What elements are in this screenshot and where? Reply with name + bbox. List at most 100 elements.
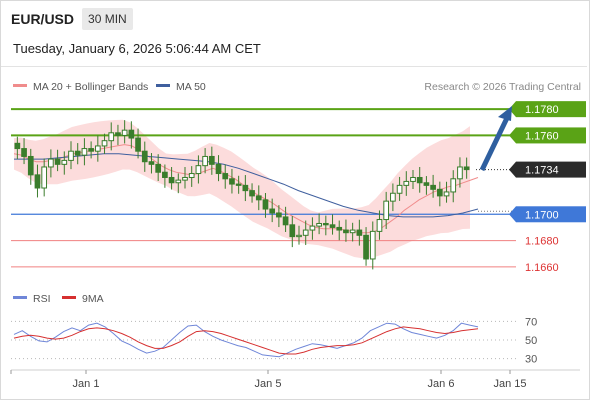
chart-header: EUR/USD 30 MIN [11,7,133,31]
copyright-label: Research © 2026 Trading Central [424,81,581,93]
candle-body [81,148,88,156]
candle-body [101,140,108,147]
candle-body [27,155,34,176]
candle-body [369,230,376,260]
x-axis-tick-label: Jan 6 [428,378,455,390]
candle-body [162,171,168,178]
target-level-label: 1.1660 [525,262,559,274]
candle-body [41,166,48,189]
candle-body [302,229,309,236]
candle-body [336,226,343,231]
candlesticks [14,120,470,270]
candle-body [188,173,195,178]
forecast-arrow-head [498,106,512,121]
candle-body [282,216,289,226]
candle-body [88,148,94,152]
x-axis-tick-label: Jan 15 [493,378,526,390]
candle-body [356,229,363,236]
ma50-legend-swatch [156,84,170,87]
last-price-pointer [509,161,516,178]
price-levels [11,108,516,268]
rsi-legend-swatch [13,296,27,299]
candle-body [108,132,115,142]
x-axis-tick-label: Jan 5 [255,378,282,390]
candle-body [255,195,262,201]
candle-body [363,234,369,260]
rsi-panel: 70 50 30 [11,316,537,366]
candle-body [121,129,128,136]
support-label-box [516,206,586,223]
candle-body [74,150,81,156]
candle-body [128,129,135,139]
candle-body [235,183,242,186]
rsi-tick-label: 50 [525,335,537,347]
resistance-label-box [516,101,586,118]
candle-body [155,163,162,173]
candle-body [329,224,336,228]
candle-body [262,199,269,210]
candle-body [115,132,121,136]
candle-body [168,176,175,184]
candle-body [443,191,450,197]
candle-body [396,184,403,194]
rsi-ma-legend-swatch [62,296,76,299]
ma50-legend-label: MA 50 [176,81,206,93]
candle-body [383,200,390,221]
candle-body [430,184,436,190]
candle-body [276,212,282,218]
candle-body [349,229,356,234]
candle-body [296,234,302,238]
level-labels: 1.1780 1.1760 1.1734 1.1700 1.1680 1.1660 [509,101,586,274]
candle-body [423,182,430,186]
header-divider [1,66,587,67]
candle-body [48,158,54,168]
rsi-tick-label: 30 [525,354,537,366]
candle-body [195,165,202,175]
resistance-label-pointer [509,127,516,144]
candle-body [269,208,276,214]
candle-body [316,222,322,227]
candle-body [457,166,463,180]
resistance-level-label: 1.1780 [525,104,559,116]
symbol-title: EUR/USD [11,11,75,27]
candle-body [135,137,141,152]
forecast-arrow-shaft [479,116,510,172]
candle-body [403,180,410,186]
resistance-label-box [516,127,586,144]
candle-body [222,173,229,180]
candle-body [390,192,396,202]
candle-body [249,190,255,197]
support-label-pointer [509,206,516,223]
timeframe-badge[interactable]: 30 MIN [82,8,133,30]
candle-body [242,184,249,192]
last-price-label: 1.1734 [525,165,559,177]
candle-body [94,145,101,152]
candle-body [343,229,349,234]
resistance-label-pointer [509,101,516,118]
candle-body [202,155,208,167]
rsi-legend-label: RSI [33,293,51,305]
last-price-box [516,161,586,178]
candle-body [416,176,423,184]
ma20-legend-swatch [13,84,27,87]
candle-body [175,179,182,184]
datetime-label: Tuesday, January 6, 2026 5:06:44 AM CET [13,41,261,56]
candle-body [148,161,155,165]
x-axis-tick-label: Jan 1 [73,378,100,390]
candle-body [229,178,235,185]
candle-body [376,219,383,232]
candle-body [21,148,27,157]
candle-body [14,142,21,150]
candle-body [208,155,215,165]
ma20-legend-label: MA 20 + Bollinger Bands [33,81,148,93]
target-level-label: 1.1680 [525,236,559,248]
rsi-ma-legend-label: 9MA [82,293,104,305]
candle-body [215,163,222,175]
candle-body [309,225,316,231]
candle-body [34,174,41,189]
candle-body [182,176,188,181]
candle-body [289,224,296,238]
candle-body [463,166,470,171]
x-axis: Jan 1 Jan 5 Jan 6 Jan 15 [10,370,527,390]
